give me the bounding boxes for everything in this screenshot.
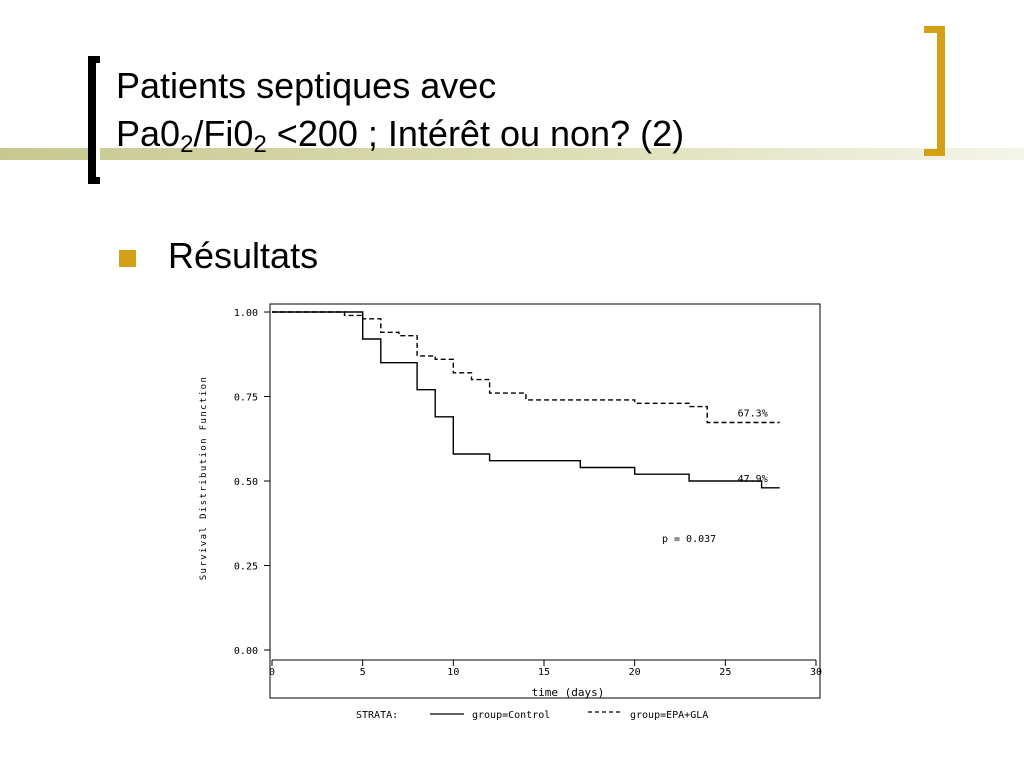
x-tick-label: 25 [719,667,731,678]
legend-epa-label: group=EPA+GLA [630,710,708,721]
chart-svg: Survival Distribution Function time (day… [199,303,822,721]
x-axis-label: time (days) [532,686,605,699]
left-bracket-decoration [88,56,100,184]
p-value-annotation: p = 0.037 [662,534,716,545]
title-line-1: Patients septiques avec [116,65,497,106]
y-axis-label: Survival Distribution Function [199,376,209,581]
title-part-rest: <200 ; Intérêt ou non? (2) [266,113,685,154]
series-line-epa-gla [272,311,780,424]
survival-chart: Survival Distribution Function time (day… [196,300,826,730]
title-sub-1: 2 [180,131,194,158]
title-underline-bar [0,148,1024,160]
title-part-fi: /Fi0 [193,113,254,154]
y-tick-label: 0.75 [234,393,258,404]
title-sub-2: 2 [253,131,267,158]
title-line-2: Pa02/Fi02 <200 ; Intérêt ou non? (2) [116,110,684,158]
y-tick-label: 0.25 [234,562,258,573]
series-end-label: 67.3% [738,409,768,420]
legend-control-label: group=Control [472,710,550,721]
legend-strata-label: STRATA: [356,710,398,721]
slide-title: Patients septiques avec Pa02/Fi02 <200 ;… [116,62,684,158]
y-tick-label: 0.50 [234,477,258,488]
x-tick-label: 5 [360,667,366,678]
y-tick-label: 0.00 [234,646,258,657]
y-tick-label: 1.00 [234,308,258,319]
bullet-square-icon [119,250,136,267]
series-end-label: 47.9% [738,474,768,485]
bullet-text: Résultats [168,235,319,276]
x-tick-label: 10 [447,667,459,678]
x-tick-label: 0 [269,667,275,678]
plot-frame [269,303,821,699]
x-tick-label: 15 [538,667,550,678]
legend: STRATA: group=Control group=EPA+GLA [356,710,708,721]
right-bracket-decoration [924,26,945,156]
x-tick-label: 20 [629,667,641,678]
series-line-control [272,311,780,489]
title-part-pa: Pa0 [116,113,181,154]
x-tick-label: 30 [810,667,822,678]
